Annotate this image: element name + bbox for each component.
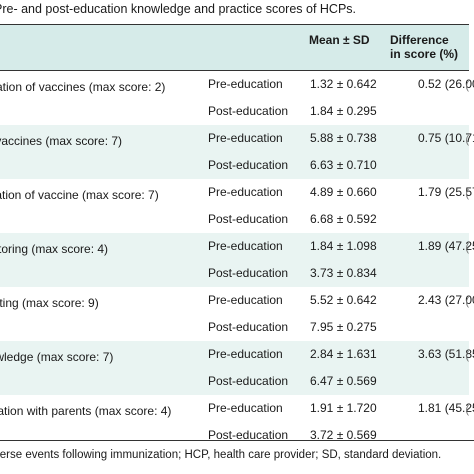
truncated-column-mark: ( (465, 80, 469, 92)
post-education-label: Post-education (208, 266, 289, 280)
pre-mean-sd-value: 1.84 ± 1.098 (310, 239, 377, 253)
table-row-post: Post-education 6.47 ± 0.569 (206, 368, 469, 395)
table-footnote: verse events following immunization; HCP… (0, 449, 442, 461)
truncated-column-mark: ( (465, 242, 469, 254)
table-row-pre: Pre-education 4.89 ± 0.660 1.79 (25.57) (206, 179, 474, 206)
truncated-column-mark: ( (465, 134, 469, 146)
table-row-pre: Pre-education 1.91 ± 1.720 1.81 (45.25) (206, 395, 474, 422)
table-row-group: ortation of vaccines (max score: 2) Pre-e… (0, 71, 474, 125)
pre-mean-sd-value: 4.89 ± 0.660 (310, 185, 377, 199)
pre-education-label: Pre-education (208, 131, 283, 145)
table-row-group: porting (max score: 9) Pre-education 5.52 … (0, 287, 474, 341)
truncated-column-mark: ( (465, 296, 469, 308)
difference-value: 1.81 (45.25) (418, 401, 474, 415)
difference-value: 0.52 (26.00) (418, 77, 474, 91)
category-label: stration of vaccine (max score: 7) (0, 188, 159, 202)
post-mean-sd-value: 6.47 ± 0.569 (310, 374, 377, 388)
pre-mean-sd-value: 5.52 ± 0.642 (310, 293, 377, 307)
pre-education-label: Pre-education (208, 401, 283, 415)
table-row-group: nowledge (max score: 7) Pre-education 2.84… (0, 341, 474, 395)
pre-mean-sd-value: 1.91 ± 1.720 (310, 401, 377, 415)
post-education-label: Post-education (208, 428, 289, 442)
truncated-column-mark: ( (465, 350, 469, 362)
table-row-pre: Pre-education 5.88 ± 0.738 0.75 (10.71) (206, 125, 474, 152)
table-row-post: Post-education 7.95 ± 0.275 (206, 314, 469, 341)
pre-education-label: Pre-education (208, 347, 283, 361)
post-mean-sd-value: 3.73 ± 0.834 (310, 266, 377, 280)
header-difference-line2: in score (%) (390, 47, 459, 61)
pre-education-label: Pre-education (208, 77, 283, 91)
category-label: of vaccines (max score: 7) (0, 134, 123, 148)
post-education-label: Post-education (208, 212, 289, 226)
pre-mean-sd-value: 5.88 ± 0.738 (310, 131, 377, 145)
table-row-post: Post-education 3.72 ± 0.569 (206, 422, 469, 449)
table-body: ortation of vaccines (max score: 2) Pre-e… (0, 71, 474, 449)
table-bottom-rule (0, 440, 474, 441)
table-row-pre: Pre-education 5.52 ± 0.642 2.43 (27.00) (206, 287, 474, 314)
post-education-label: Post-education (208, 104, 289, 118)
table-row-post: Post-education 6.68 ± 0.592 (206, 206, 469, 233)
table-header: e Mean ± SD Difference in score (%) (0, 24, 469, 71)
category-label: porting (max score: 9) (0, 296, 99, 310)
post-mean-sd-value: 3.72 ± 0.569 (310, 428, 377, 442)
post-mean-sd-value: 7.95 ± 0.275 (310, 320, 377, 334)
table-row-group: onitoring (max score: 4) Pre-education 1.8… (0, 233, 474, 287)
post-education-label: Post-education (208, 158, 289, 172)
post-mean-sd-value: 6.68 ± 0.592 (310, 212, 377, 226)
category-label: nowledge (max score: 7) (0, 350, 114, 364)
post-mean-sd-value: 1.84 ± 0.295 (310, 104, 377, 118)
pre-mean-sd-value: 2.84 ± 1.631 (310, 347, 377, 361)
header-difference-line1: Difference (390, 33, 449, 47)
pre-mean-sd-value: 1.32 ± 0.642 (310, 77, 377, 91)
difference-value: 3.63 (51.85) (418, 347, 474, 361)
table-row-post: Post-education 3.73 ± 0.834 (206, 260, 469, 287)
table-row-group: stration of vaccine (max score: 7) Pre-ed… (0, 179, 474, 233)
table-row-pre: Pre-education 2.84 ± 1.631 3.63 (51.85) (206, 341, 474, 368)
difference-value: 0.75 (10.71) (418, 131, 474, 145)
header-difference: Difference in score (%) (390, 33, 458, 61)
category-label: onitoring (max score: 4) (0, 242, 109, 256)
difference-value: 1.89 (47.25) (418, 239, 474, 253)
table-caption: Pre- and post-education knowledge and pr… (0, 2, 356, 16)
header-mean-sd: Mean ± SD (309, 33, 370, 47)
difference-value: 2.43 (27.00) (418, 293, 474, 307)
difference-value: 1.79 (25.57) (418, 185, 474, 199)
post-education-label: Post-education (208, 374, 289, 388)
category-label: ortation of vaccines (max score: 2) (0, 80, 166, 94)
truncated-column-mark: ( (465, 404, 469, 416)
table-row-pre: Pre-education 1.84 ± 1.098 1.89 (47.25) (206, 233, 474, 260)
table-row-pre: Pre-education 1.32 ± 0.642 0.52 (26.00) (206, 71, 474, 98)
post-mean-sd-value: 6.63 ± 0.710 (310, 158, 377, 172)
pre-education-label: Pre-education (208, 293, 283, 307)
category-label: nication with parents (max score: 4) (0, 404, 172, 418)
pre-education-label: Pre-education (208, 239, 283, 253)
truncated-column-mark: ( (465, 188, 469, 200)
table-row-post: Post-education 6.63 ± 0.710 (206, 152, 469, 179)
table-row-group: of vaccines (max score: 7) Pre-education 5… (0, 125, 474, 179)
table-row-post: Post-education 1.84 ± 0.295 (206, 98, 469, 125)
pre-education-label: Pre-education (208, 185, 283, 199)
table-row-group: nication with parents (max score: 4) Pre-… (0, 395, 474, 449)
scores-table: e Mean ± SD Difference in score (%) orta… (0, 24, 474, 449)
post-education-label: Post-education (208, 320, 289, 334)
